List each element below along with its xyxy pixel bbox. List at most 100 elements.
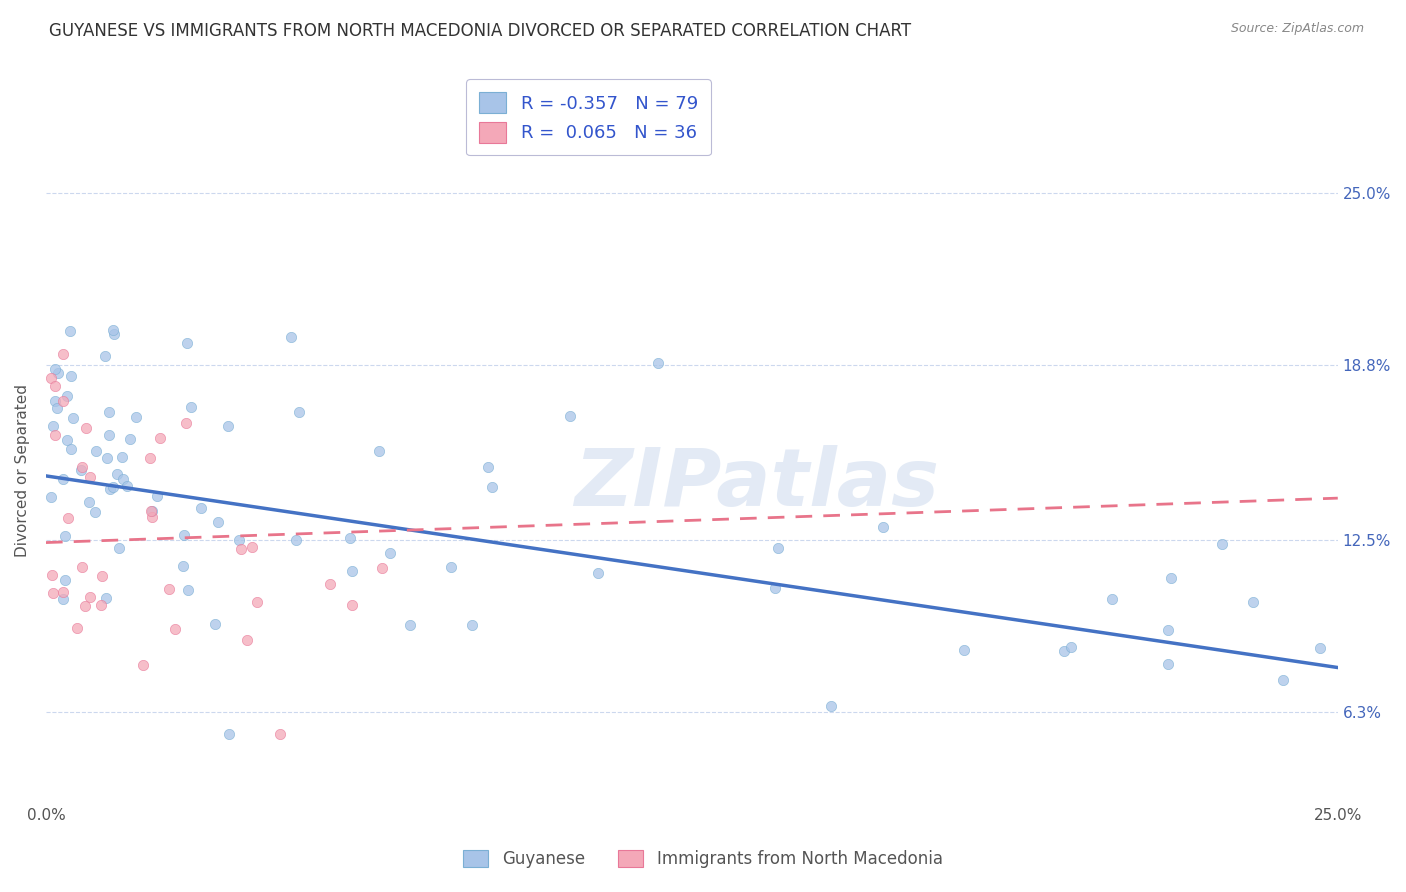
- Point: [872, 520, 894, 534]
- Point: [180, 400, 202, 414]
- Point: [172, 559, 194, 574]
- Text: Source: ZipAtlas.com: Source: ZipAtlas.com: [1230, 22, 1364, 36]
- Point: [101, 323, 124, 337]
- Point: [120, 432, 142, 446]
- Point: [73, 599, 96, 614]
- Point: [218, 727, 240, 741]
- Point: [52, 393, 75, 408]
- Point: [111, 450, 134, 464]
- Point: [52, 584, 75, 599]
- Point: [246, 595, 269, 609]
- Point: [53, 573, 76, 587]
- Point: [60, 368, 83, 383]
- Point: [190, 501, 212, 516]
- Point: [42, 419, 65, 434]
- Point: [477, 459, 499, 474]
- Point: [149, 432, 172, 446]
- Point: [69, 463, 91, 477]
- Point: [101, 480, 124, 494]
- Text: GUYANESE VS IMMIGRANTS FROM NORTH MACEDONIA DIVORCED OR SEPARATED CORRELATION CH: GUYANESE VS IMMIGRANTS FROM NORTH MACEDO…: [49, 22, 911, 40]
- Point: [139, 450, 162, 465]
- Point: [52, 347, 75, 361]
- Point: [399, 617, 422, 632]
- Point: [83, 505, 105, 519]
- Point: [98, 405, 121, 419]
- Point: [1052, 644, 1074, 658]
- Point: [79, 470, 101, 484]
- Point: [97, 428, 120, 442]
- Point: [1160, 571, 1182, 585]
- Point: [173, 528, 195, 542]
- Point: [763, 581, 786, 595]
- Point: [952, 642, 974, 657]
- Point: [174, 416, 197, 430]
- Point: [647, 356, 669, 370]
- Point: [105, 467, 128, 481]
- Point: [94, 591, 117, 605]
- Point: [41, 568, 63, 582]
- Point: [90, 599, 112, 613]
- Point: [66, 621, 89, 635]
- Point: [44, 361, 66, 376]
- Point: [84, 443, 107, 458]
- Point: [481, 480, 503, 494]
- Point: [96, 451, 118, 466]
- Point: [342, 599, 364, 613]
- Point: [94, 349, 117, 363]
- Point: [378, 546, 401, 560]
- Point: [440, 560, 463, 574]
- Point: [90, 569, 112, 583]
- Point: [139, 504, 162, 518]
- Point: [62, 411, 84, 425]
- Point: [159, 582, 181, 596]
- Legend: Guyanese, Immigrants from North Macedonia: Guyanese, Immigrants from North Macedoni…: [457, 843, 949, 875]
- Point: [52, 592, 75, 607]
- Point: [70, 459, 93, 474]
- Point: [461, 617, 484, 632]
- Point: [177, 582, 200, 597]
- Point: [368, 444, 391, 458]
- Point: [44, 379, 66, 393]
- Point: [340, 564, 363, 578]
- Point: [207, 515, 229, 529]
- Point: [228, 533, 250, 547]
- Point: [103, 326, 125, 341]
- Point: [59, 325, 82, 339]
- Point: [1157, 657, 1180, 671]
- Point: [39, 490, 62, 504]
- Point: [58, 511, 80, 525]
- Point: [55, 433, 77, 447]
- Point: [766, 541, 789, 555]
- Point: [46, 401, 69, 415]
- Point: [75, 421, 97, 435]
- Point: [204, 617, 226, 632]
- Point: [558, 409, 581, 424]
- Point: [39, 370, 62, 384]
- Text: ZIPatlas: ZIPatlas: [574, 445, 939, 523]
- Point: [72, 560, 94, 574]
- Point: [280, 330, 302, 344]
- Point: [371, 560, 394, 574]
- Point: [1060, 640, 1083, 655]
- Point: [165, 622, 187, 636]
- Point: [125, 409, 148, 424]
- Point: [141, 503, 163, 517]
- Point: [287, 405, 309, 419]
- Point: [285, 533, 308, 548]
- Point: [60, 442, 83, 456]
- Point: [79, 591, 101, 605]
- Point: [115, 478, 138, 492]
- Point: [112, 472, 135, 486]
- Point: [236, 632, 259, 647]
- Point: [339, 531, 361, 545]
- Point: [42, 586, 65, 600]
- Point: [1211, 537, 1233, 551]
- Y-axis label: Divorced or Separated: Divorced or Separated: [15, 384, 30, 557]
- Point: [1272, 673, 1295, 687]
- Point: [132, 657, 155, 672]
- Point: [146, 489, 169, 503]
- Point: [242, 541, 264, 555]
- Point: [176, 335, 198, 350]
- Point: [141, 509, 163, 524]
- Point: [217, 419, 239, 434]
